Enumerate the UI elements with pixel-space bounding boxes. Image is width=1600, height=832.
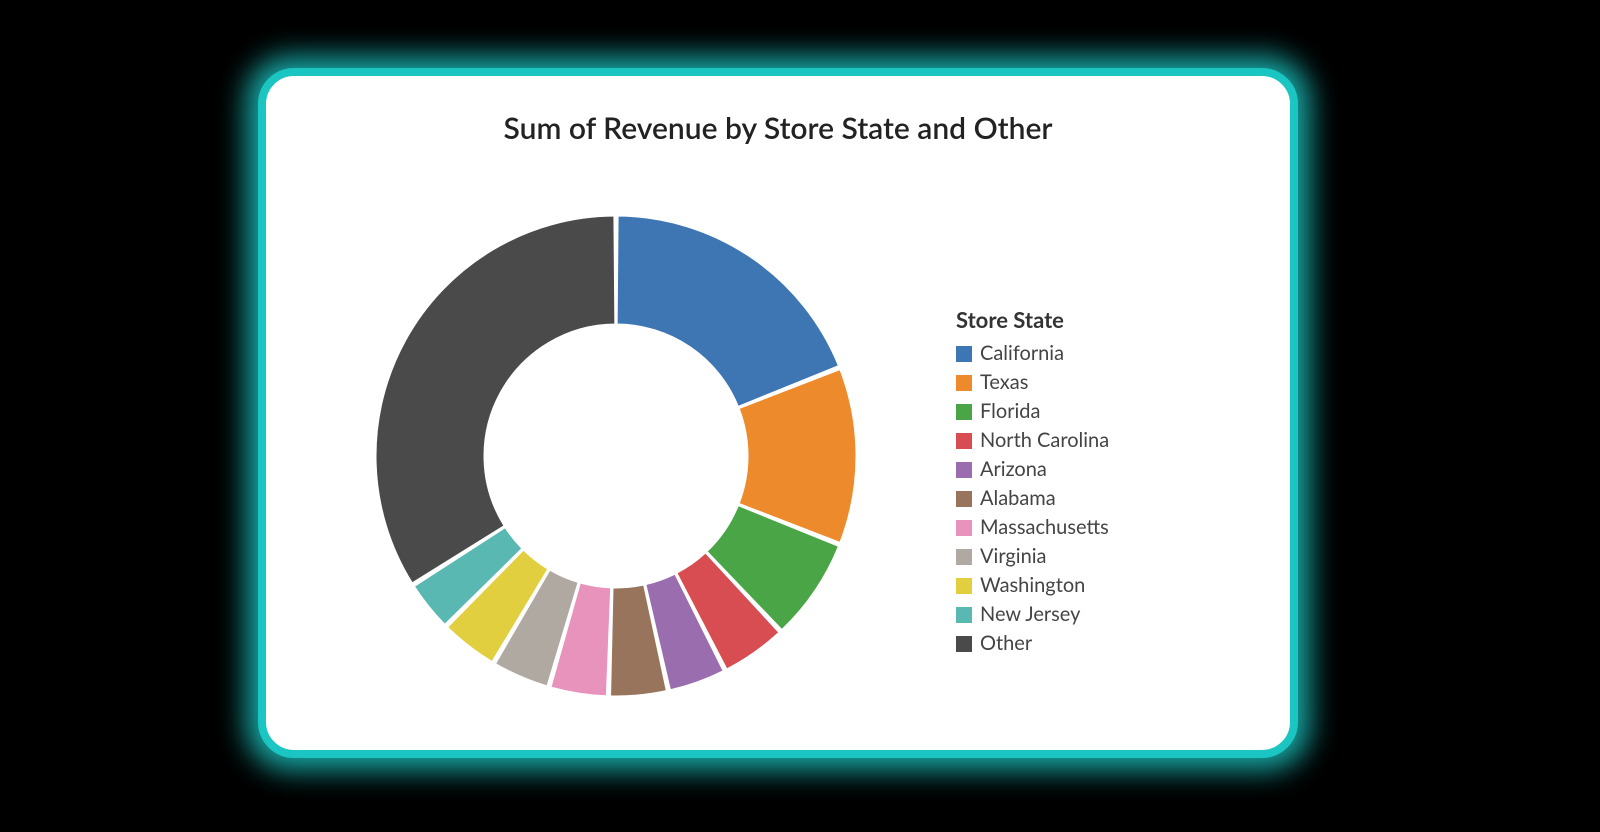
legend-item-north-carolina[interactable]: North Carolina (956, 426, 1256, 455)
donut-chart (336, 176, 896, 736)
legend-item-label: Texas (980, 368, 1028, 397)
legend-item-label: California (980, 339, 1064, 368)
legend-swatch-icon (956, 491, 972, 507)
legend-item-washington[interactable]: Washington (956, 571, 1256, 600)
legend-item-label: Florida (980, 397, 1040, 426)
legend-swatch-icon (956, 636, 972, 652)
legend-item-label: New Jersey (980, 600, 1080, 629)
chart-card: Sum of Revenue by Store State and Other … (258, 68, 1298, 758)
legend-item-california[interactable]: California (956, 339, 1256, 368)
legend-item-label: Alabama (980, 484, 1056, 513)
legend-item-virginia[interactable]: Virginia (956, 542, 1256, 571)
legend-item-label: Virginia (980, 542, 1047, 571)
legend-item-new-jersey[interactable]: New Jersey (956, 600, 1256, 629)
donut-slice-california[interactable] (617, 216, 838, 406)
legend-swatch-icon (956, 578, 972, 594)
legend-item-arizona[interactable]: Arizona (956, 455, 1256, 484)
legend-swatch-icon (956, 607, 972, 623)
legend-swatch-icon (956, 520, 972, 536)
legend-item-label: Massachusetts (980, 513, 1109, 542)
legend-item-alabama[interactable]: Alabama (956, 484, 1256, 513)
legend-swatch-icon (956, 346, 972, 362)
legend-item-label: North Carolina (980, 426, 1109, 455)
legend-swatch-icon (956, 462, 972, 478)
chart-title: Sum of Revenue by Store State and Other (266, 110, 1290, 146)
legend-item-texas[interactable]: Texas (956, 368, 1256, 397)
legend-item-label: Arizona (980, 455, 1047, 484)
legend-title: Store State (956, 306, 1256, 333)
legend-swatch-icon (956, 404, 972, 420)
legend-swatch-icon (956, 375, 972, 391)
legend-swatch-icon (956, 549, 972, 565)
legend-item-label: Washington (980, 571, 1085, 600)
donut-slice-other[interactable] (376, 216, 615, 583)
chart-card-container: Sum of Revenue by Store State and Other … (258, 68, 1298, 758)
legend: Store State CaliforniaTexasFloridaNorth … (956, 306, 1256, 658)
legend-item-label: Other (980, 629, 1032, 658)
legend-item-other[interactable]: Other (956, 629, 1256, 658)
legend-item-florida[interactable]: Florida (956, 397, 1256, 426)
legend-item-massachusetts[interactable]: Massachusetts (956, 513, 1256, 542)
legend-swatch-icon (956, 433, 972, 449)
